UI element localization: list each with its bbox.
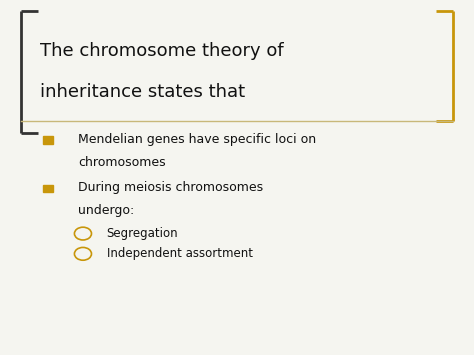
Text: undergo:: undergo: [78,204,135,217]
Text: During meiosis chromosomes: During meiosis chromosomes [78,181,264,194]
Text: The chromosome theory of: The chromosome theory of [40,43,284,60]
Text: chromosomes: chromosomes [78,156,166,169]
Bar [43,136,53,144]
Text: Independent assortment: Independent assortment [107,247,253,260]
Text: Segregation: Segregation [107,227,178,240]
Text: Mendelian genes have specific loci on: Mendelian genes have specific loci on [78,133,316,146]
Bar [43,185,53,192]
Text: inheritance states that: inheritance states that [40,83,246,101]
